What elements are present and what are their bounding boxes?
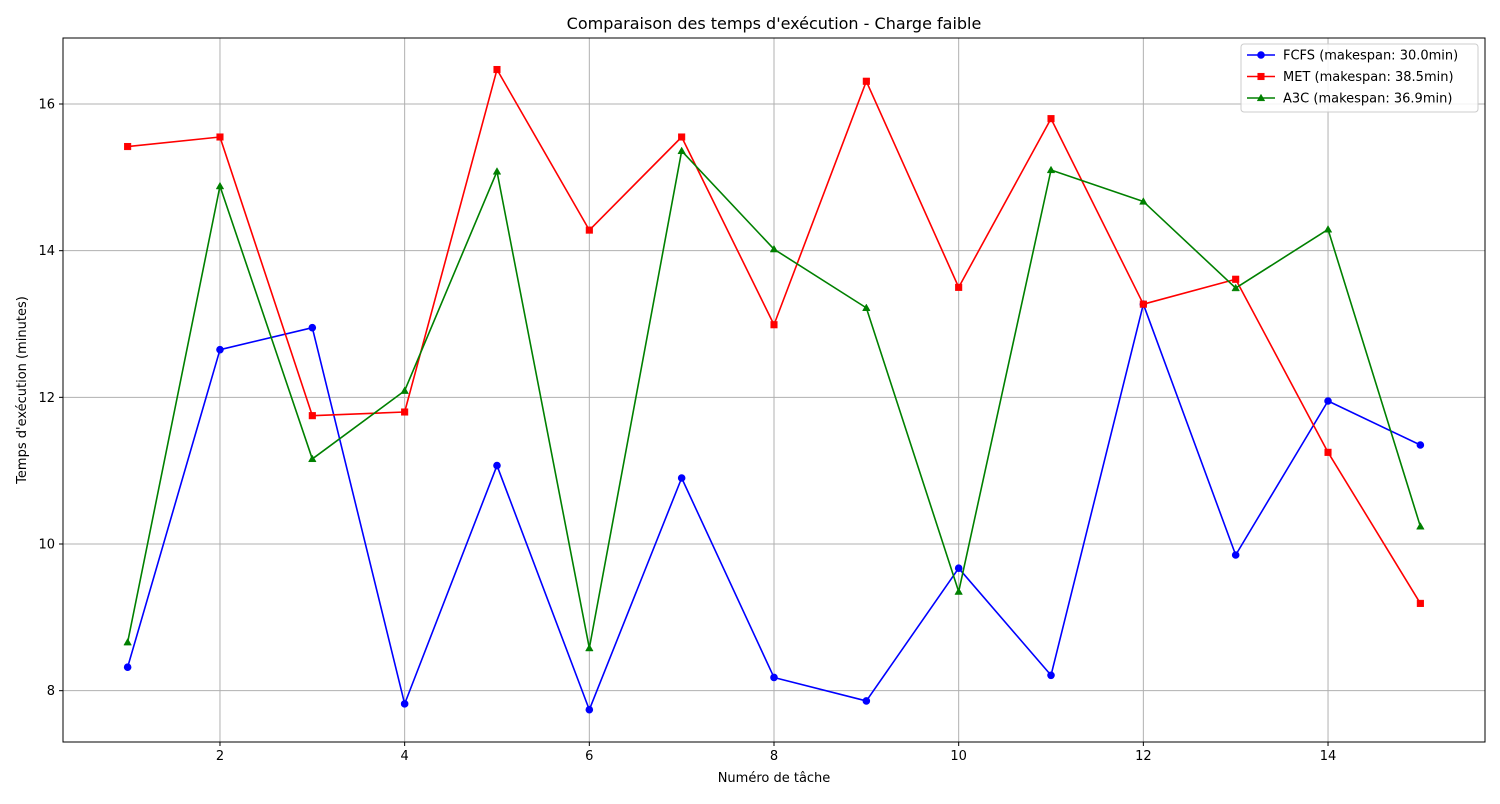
data-point [493, 65, 501, 74]
data-point [1046, 165, 1056, 174]
data-point [770, 321, 778, 329]
x-tick-label: 6 [585, 749, 593, 764]
series-2 [124, 65, 1424, 607]
data-point [585, 643, 594, 652]
data-point [1324, 448, 1332, 456]
legend-marker [1257, 72, 1265, 81]
data-point [492, 167, 502, 175]
data-point [401, 408, 409, 416]
legend-entry: A3C (makespan: 36.9min) [1247, 92, 1452, 107]
data-point [308, 454, 317, 463]
y-tick-label: 8 [47, 684, 55, 699]
data-point [954, 587, 963, 595]
data-point [585, 705, 594, 714]
data-point [1416, 441, 1425, 449]
y-tick-label: 14 [38, 244, 55, 259]
x-tick-label: 4 [401, 749, 409, 764]
data-point [215, 181, 225, 190]
data-point [216, 133, 224, 141]
legend-entry: MET (makespan: 38.5min) [1247, 70, 1454, 85]
x-tick-label: 12 [1135, 749, 1152, 764]
y-tick-label: 16 [38, 98, 55, 113]
data-point [216, 345, 224, 354]
data-point [862, 77, 870, 85]
data-point [955, 283, 963, 291]
legend: FCFS (makespan: 30.0min) MET (makespan: 3… [1240, 43, 1479, 113]
grid [63, 38, 1485, 742]
data-point [1047, 671, 1055, 680]
data-point [400, 386, 409, 394]
data-point [493, 461, 501, 470]
data-point [124, 142, 132, 151]
data-point [1232, 275, 1240, 283]
data-point [677, 474, 686, 482]
x-tick-label: 10 [950, 749, 967, 764]
data-point [123, 637, 132, 646]
data-point [308, 323, 317, 332]
legend-label: MET (makespan: 38.5min) [1283, 70, 1454, 85]
x-tick-label: 8 [770, 749, 778, 764]
data-point [1139, 300, 1147, 308]
data-point [308, 412, 316, 420]
ticks: 2 4 6 8 10 12 14 8 10 12 14 16 [38, 98, 1336, 765]
data-point [1231, 551, 1240, 559]
data-point [1324, 397, 1332, 405]
legend-marker [1256, 93, 1266, 102]
data-point [862, 697, 871, 705]
legend-label: FCFS (makespan: 30.0min) [1283, 49, 1458, 64]
legend-label: A3C (makespan: 36.9min) [1283, 92, 1452, 107]
series-group [123, 65, 1425, 714]
data-point [769, 244, 779, 253]
y-tick-label: 12 [38, 391, 55, 406]
y-tick-label: 10 [38, 538, 55, 553]
data-point [770, 673, 778, 682]
data-point [585, 226, 593, 234]
data-point [678, 133, 686, 141]
data-point [1139, 197, 1148, 205]
chart-title: Comparaison des temps d'exécution - Char… [567, 14, 982, 33]
data-point [1416, 599, 1424, 607]
data-point [1047, 115, 1055, 123]
data-point [123, 663, 132, 672]
legend-box [1240, 43, 1479, 113]
data-point [677, 146, 686, 155]
x-tick-label: 2 [216, 749, 224, 764]
x-axis-title: Numéro de tâche [718, 771, 831, 786]
legend-entry: FCFS (makespan: 30.0min) [1247, 49, 1458, 64]
data-point [862, 303, 871, 311]
data-point [1416, 522, 1425, 530]
data-point [1323, 225, 1333, 233]
series-3 [123, 146, 1425, 652]
x-tick-label: 14 [1320, 749, 1337, 764]
data-point [954, 564, 963, 573]
y-axis-title: Temps d'exécution (minutes) [15, 296, 30, 485]
data-point [1231, 283, 1240, 292]
data-point [400, 700, 409, 708]
legend-marker [1257, 51, 1265, 59]
